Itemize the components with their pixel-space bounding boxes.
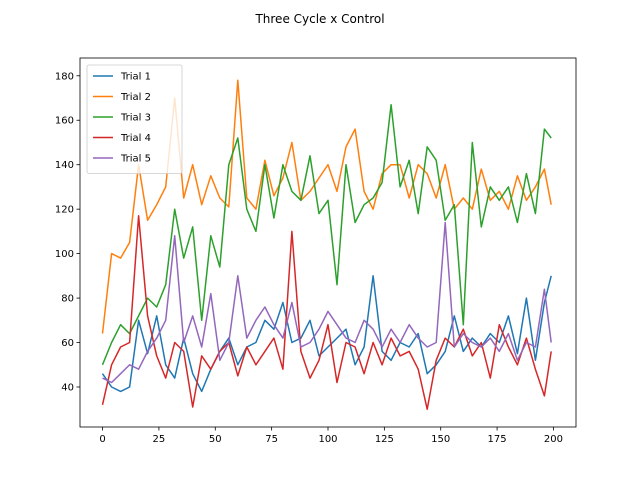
legend-label-5: Trial 5 [120,154,151,165]
x-tick-label: 100 [318,434,337,445]
x-tick-label: 50 [209,434,222,445]
legend-label-1: Trial 1 [120,72,151,83]
y-tick-label: 140 [55,160,74,171]
legend: Trial 1 Trial 2 Trial 3 Trial 4 Trial 5 [86,64,183,174]
series-line-3 [101,103,552,366]
y-tick-label: 40 [61,382,74,393]
y-tick-label: 80 [61,294,74,305]
x-axis: 0 25 50 75 100 125 150 175 200 [99,427,563,445]
series-line-5 [102,221,552,384]
legend-box [86,64,183,174]
x-tick-label: 200 [544,434,563,445]
x-tick-label: 150 [431,434,450,445]
x-tick-label: 175 [488,434,507,445]
legend-label-2: Trial 2 [120,92,151,103]
series-line-4 [101,215,552,410]
x-tick-label: 25 [153,434,166,445]
chart-title: Three Cycle x Control [254,12,384,26]
y-tick-label: 100 [55,249,74,260]
y-tick-label: 180 [55,71,74,82]
legend-label-3: Trial 3 [120,113,151,124]
legend-label-4: Trial 4 [120,133,151,144]
x-tick-label: 0 [99,434,105,445]
series-line-1 [101,275,552,393]
x-tick-label: 75 [265,434,278,445]
y-axis: 40 60 80 100 120 140 160 180 [55,71,80,393]
y-tick-label: 60 [61,338,74,349]
y-tick-label: 160 [55,116,74,127]
x-tick-label: 125 [375,434,394,445]
y-tick-label: 120 [55,205,74,216]
